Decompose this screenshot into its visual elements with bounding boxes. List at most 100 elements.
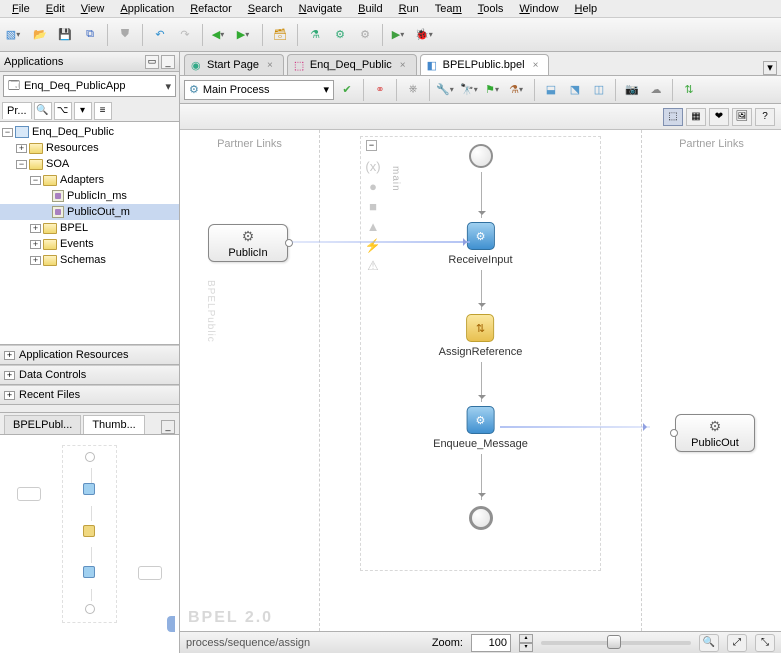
end-node[interactable] — [469, 506, 493, 530]
pal-circle-icon[interactable]: ● — [365, 178, 381, 194]
debug-button[interactable]: 🐞▾ — [414, 24, 436, 46]
tool-test[interactable]: ⚗▾ — [507, 79, 529, 101]
tree-toggle[interactable]: − — [30, 176, 41, 185]
tab-composite[interactable]: ⬚ Enq_Deq_Public × — [287, 54, 417, 75]
menu-tools[interactable]: Tools — [470, 1, 512, 17]
panel-min-icon[interactable]: ▭ — [145, 55, 159, 69]
menu-window[interactable]: Window — [511, 1, 566, 17]
validate-button[interactable]: ✔ — [336, 79, 358, 101]
refresh-icon[interactable]: ▾ — [74, 102, 92, 120]
props-icon[interactable]: ⌥ — [54, 102, 72, 120]
tool-wrench[interactable]: 🔧▾ — [435, 79, 457, 101]
projects-tab[interactable]: Pr... — [2, 102, 32, 119]
accordion-data-controls[interactable]: +Data Controls — [0, 365, 179, 385]
collapse-icon[interactable]: − — [366, 140, 377, 151]
tabs-menu-icon[interactable]: ▾ — [763, 61, 777, 75]
clean-button[interactable]: ⚙ — [354, 24, 376, 46]
bpel-canvas[interactable]: Partner Links ⚙PublicIn Partner Links ⚙P… — [180, 130, 781, 631]
tool-a[interactable]: ⎈ — [402, 79, 424, 101]
tree-adapters[interactable]: Adapters — [60, 174, 104, 186]
thumb-tab-bpel[interactable]: BPELPubl... — [4, 415, 81, 434]
tree-toggle[interactable]: + — [30, 224, 41, 233]
db-button[interactable]: 🗃 — [269, 24, 291, 46]
tool-layout1[interactable]: ⬓ — [540, 79, 562, 101]
tab-start-page[interactable]: ◉ Start Page × — [184, 54, 284, 75]
filter-icon[interactable]: ≡ — [94, 102, 112, 120]
tree-toggle[interactable]: − — [16, 160, 27, 169]
partner-publicin[interactable]: ⚙PublicIn — [208, 224, 288, 262]
menu-view[interactable]: View — [73, 1, 113, 17]
tool-layout2[interactable]: ⬔ — [564, 79, 586, 101]
enqueue-node[interactable]: ⚙ Enqueue_Message — [433, 406, 528, 450]
menu-search[interactable]: Search — [240, 1, 291, 17]
save-all-button[interactable]: ⧉ — [79, 24, 101, 46]
tool-layout3[interactable]: ◫ — [588, 79, 610, 101]
accordion-app-resources[interactable]: +Application Resources — [0, 345, 179, 365]
tool-binoc[interactable]: 🔭▾ — [459, 79, 481, 101]
pal-square-icon[interactable]: ■ — [365, 198, 381, 214]
tree-schemas[interactable]: Schemas — [60, 254, 106, 266]
pal-warn-icon[interactable]: ⚠ — [365, 258, 381, 274]
undo-button[interactable]: ↶ — [149, 24, 171, 46]
view-monitor-icon[interactable]: ▦ — [686, 108, 706, 126]
tree-project[interactable]: Enq_Deq_Public — [32, 126, 114, 138]
save-button[interactable]: 💾 — [54, 24, 76, 46]
collapse-icon[interactable]: ⤡ — [755, 634, 775, 652]
menu-refactor[interactable]: Refactor — [182, 1, 240, 17]
view-sensor-icon[interactable]: ❤ — [709, 108, 729, 126]
assign-node[interactable]: ⇅ AssignReference — [439, 314, 523, 358]
tree-publicout[interactable]: PublicOut_m — [67, 206, 130, 218]
close-icon[interactable]: × — [267, 60, 273, 71]
tab-bpel[interactable]: ◧ BPELPublic.bpel × — [420, 54, 550, 75]
rebuild-button[interactable]: ⚙ — [329, 24, 351, 46]
project-tree[interactable]: −Enq_Deq_Public +Resources −SOA −Adapter… — [0, 122, 179, 345]
menu-edit[interactable]: Edit — [38, 1, 73, 17]
menu-help[interactable]: Help — [567, 1, 606, 17]
tree-bpel[interactable]: BPEL — [60, 222, 88, 234]
thumbnail-view[interactable] — [0, 435, 179, 653]
tree-soa[interactable]: SOA — [46, 158, 69, 170]
process-selector[interactable]: ⚙ Main Process ▾ — [184, 80, 334, 100]
new-button[interactable]: ▧▾ — [4, 24, 26, 46]
menu-navigate[interactable]: Navigate — [291, 1, 350, 17]
menu-build[interactable]: Build — [350, 1, 390, 17]
receive-node[interactable]: ⚙ ReceiveInput — [448, 222, 512, 266]
application-selector[interactable]: 🗔 Enq_Deq_PublicApp ▾ — [3, 75, 176, 97]
accordion-recent-files[interactable]: +Recent Files — [0, 385, 179, 405]
back-button[interactable]: ◀▾ — [209, 24, 231, 46]
tree-toggle[interactable]: − — [2, 128, 13, 137]
panel-close-icon[interactable]: _ — [161, 55, 175, 69]
thumb-close-icon[interactable]: _ — [161, 420, 175, 434]
run-button[interactable]: ▶▾ — [389, 24, 411, 46]
close-icon[interactable]: × — [533, 60, 539, 71]
tree-events[interactable]: Events — [60, 238, 94, 250]
forward-button[interactable]: ▶▾ — [234, 24, 256, 46]
tree-toggle[interactable]: + — [16, 144, 27, 153]
partner-publicout[interactable]: ⚙PublicOut — [675, 414, 755, 452]
tool-cloud[interactable]: ☁ — [645, 79, 667, 101]
tool-flag[interactable]: ⚑▾ — [483, 79, 505, 101]
tree-toggle[interactable]: + — [30, 240, 41, 249]
redo-button[interactable]: ↷ — [174, 24, 196, 46]
pal-triangle-icon[interactable]: ▲ — [365, 218, 381, 234]
zoom-slider[interactable] — [541, 641, 691, 645]
menu-file[interactable]: File — [4, 1, 38, 17]
menu-run[interactable]: Run — [391, 1, 427, 17]
zoom-value[interactable]: 100 — [471, 634, 511, 652]
view-help-icon[interactable]: ? — [755, 108, 775, 126]
tree-toggle[interactable]: + — [30, 256, 41, 265]
expand-icon[interactable]: ⤢ — [727, 634, 747, 652]
zoom-fit-icon[interactable]: 🔍 — [699, 634, 719, 652]
make-button[interactable]: ⚗ — [304, 24, 326, 46]
menu-team[interactable]: Team — [427, 1, 470, 17]
tool-tree[interactable]: ⇅ — [678, 79, 700, 101]
view-image-icon[interactable]: 🖼 — [732, 108, 752, 126]
start-node[interactable] — [469, 144, 493, 168]
menu-application[interactable]: Application — [112, 1, 182, 17]
close-icon[interactable]: × — [400, 60, 406, 71]
thumb-tab-thumbnail[interactable]: Thumb... — [83, 415, 144, 434]
zoom-spinner[interactable]: ▴▾ — [519, 634, 533, 652]
pal-scope-icon[interactable]: (x) — [365, 158, 381, 174]
view-design-icon[interactable]: ⬚ — [663, 108, 683, 126]
partner-link-button[interactable]: ⚭ — [369, 79, 391, 101]
